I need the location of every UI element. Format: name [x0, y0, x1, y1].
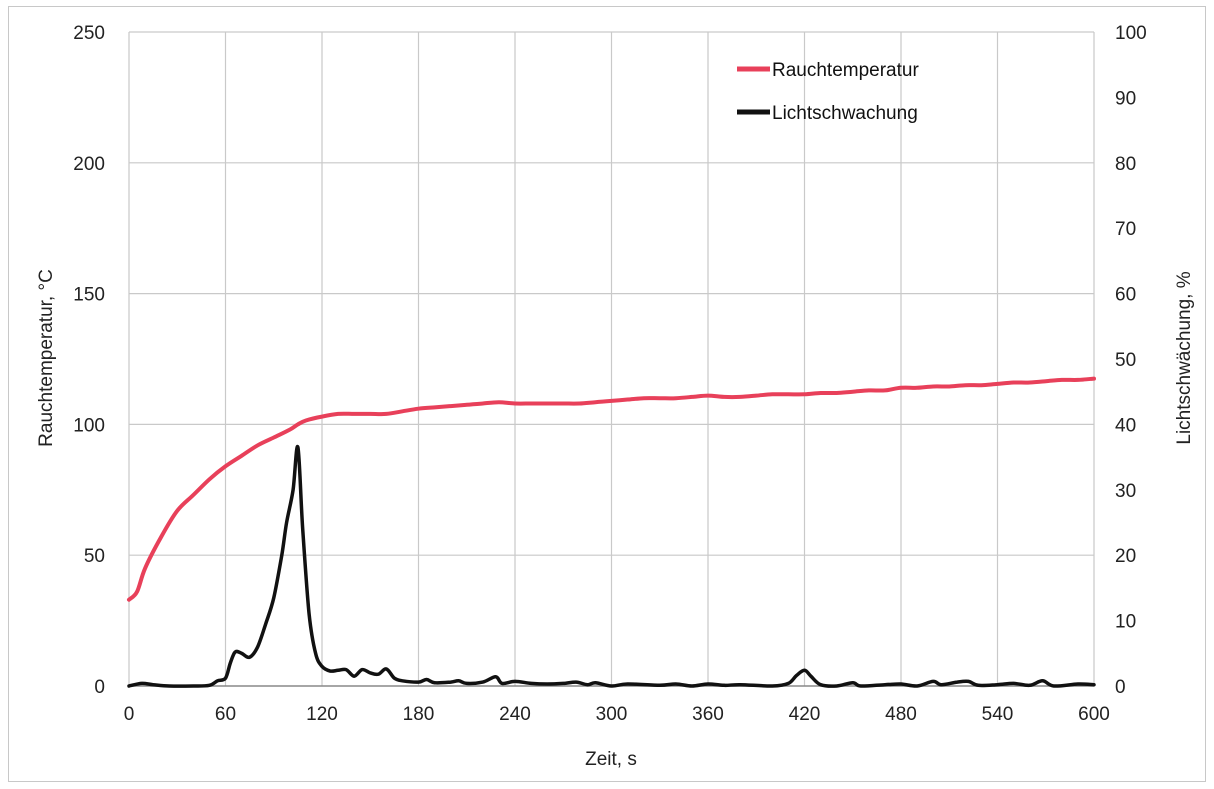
legend-label-lichtschwachung: Lichtschwachung [772, 103, 918, 124]
y-left-tick-labels: 0 50 100 150 200 250 [73, 23, 105, 698]
y-right-tick-label: 50 [1115, 350, 1136, 371]
y-right-tick-label: 30 [1115, 481, 1136, 502]
x-axis-label: Zeit, s [585, 749, 637, 770]
x-tick-label: 600 [1078, 704, 1110, 725]
grid [128, 31, 1095, 686]
y-axis-left-label: Rauchtemperatur, °C [36, 269, 57, 447]
x-tick-labels: 0 60 120 180 240 300 360 420 480 540 600 [124, 704, 1110, 725]
x-tick-label: 420 [789, 704, 821, 725]
x-tick-label: 60 [215, 704, 236, 725]
y-right-tick-label: 90 [1115, 88, 1136, 109]
y-left-tick-label: 200 [73, 154, 105, 175]
y-right-tick-label: 80 [1115, 154, 1136, 175]
x-tick-label: 540 [982, 704, 1014, 725]
y-right-tick-labels: 0 10 20 30 40 50 60 70 80 90 100 [1115, 23, 1147, 698]
y-right-tick-label: 40 [1115, 415, 1136, 436]
y-left-tick-label: 0 [94, 677, 105, 698]
x-tick-label: 120 [306, 704, 338, 725]
x-tick-label: 180 [403, 704, 435, 725]
y-right-tick-label: 60 [1115, 285, 1136, 306]
chart-frame [8, 6, 1206, 782]
x-tick-label: 360 [692, 704, 724, 725]
y-right-tick-label: 70 [1115, 219, 1136, 240]
x-tick-label: 300 [596, 704, 628, 725]
series-line-rauchtemperatur [127, 376, 1096, 602]
legend-label-rauchtemperatur: Rauchtemperatur [772, 60, 919, 81]
series-line-lichtschwachung [127, 444, 1096, 688]
x-tick-label: 240 [499, 704, 531, 725]
y-left-tick-label: 100 [73, 415, 105, 436]
y-right-tick-label: 20 [1115, 546, 1136, 567]
y-right-tick-label: 100 [1115, 23, 1147, 44]
y-left-tick-label: 150 [73, 285, 105, 306]
legend: Rauchtemperatur Lichtschwachung [737, 60, 919, 124]
y-right-tick-label: 0 [1115, 677, 1126, 698]
y-left-tick-label: 250 [73, 23, 105, 44]
x-tick-label: 0 [124, 704, 135, 725]
series [127, 376, 1096, 688]
y-left-tick-label: 50 [84, 546, 105, 567]
x-tick-label: 480 [885, 704, 917, 725]
y-axis-right-label: Lichtschwächung, % [1174, 271, 1195, 444]
y-right-tick-label: 10 [1115, 612, 1136, 633]
